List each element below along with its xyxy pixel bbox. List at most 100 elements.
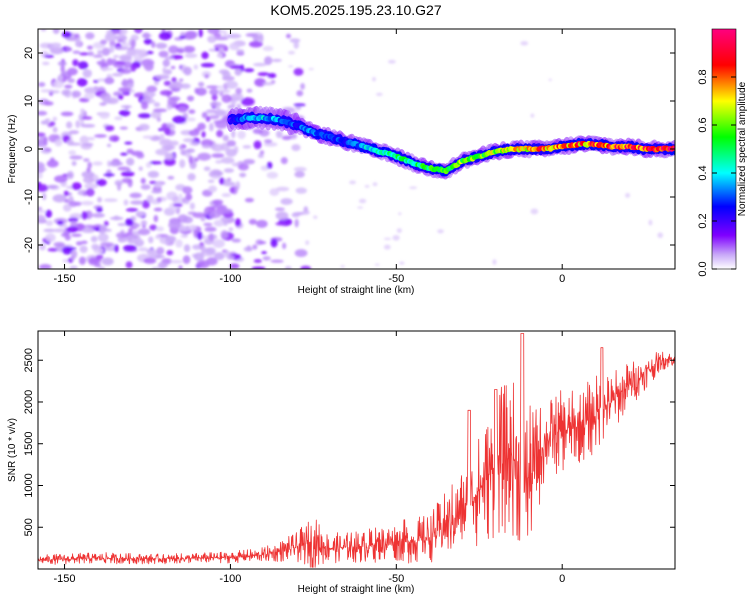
noise-blob: [128, 227, 133, 234]
noise-blob: [119, 29, 128, 36]
noise-blob: [81, 211, 88, 220]
noise-blob: [50, 42, 62, 48]
snr-panel: -150 -100 -50 0 500 1000 1500 2000 2500 Height o…: [7, 330, 676, 595]
noise-blob: [78, 113, 86, 122]
noise-blob: [182, 138, 195, 143]
noise-blob: [119, 68, 132, 74]
noise-blob: [164, 152, 175, 161]
noise-blob: [114, 116, 123, 121]
noise-blob: [65, 47, 73, 52]
noise-blob: [185, 193, 193, 201]
noise-blob: [38, 214, 46, 224]
noise-blob: [119, 126, 128, 130]
noise-blob: [163, 80, 171, 86]
noise-blob: [213, 33, 222, 38]
y-tick-label: -20: [23, 237, 35, 253]
noise-blob: [261, 251, 267, 255]
noise-blob: [220, 230, 229, 240]
noise-blob: [151, 110, 162, 119]
noise-blob: [107, 160, 112, 168]
noise-blob: [46, 184, 58, 189]
noise-blob: [114, 244, 119, 253]
noise-blob: [198, 29, 203, 38]
noise-blob: [182, 216, 194, 224]
noise-blob: [97, 196, 102, 203]
noise-blob: [90, 235, 98, 243]
noise-blob: [192, 244, 202, 250]
noise-blob: [76, 78, 88, 87]
noise-blob: [211, 143, 224, 152]
noise-blob: [167, 175, 175, 180]
noise-blob: [64, 84, 73, 89]
noise-blob: [156, 246, 165, 255]
noise-blob: [111, 58, 117, 66]
x-tick-label: -150: [54, 273, 76, 285]
noise-blob: [100, 39, 107, 45]
noise-blob: [271, 58, 282, 62]
y-tick-label: -10: [23, 189, 35, 205]
noise-blob: [308, 68, 314, 71]
noise-blob: [227, 104, 236, 109]
noise-blob: [179, 78, 184, 82]
noise-blob: [275, 130, 283, 139]
noise-blob: [151, 41, 156, 49]
noise-blob: [81, 116, 93, 120]
noise-blob: [124, 105, 130, 111]
noise-blob: [142, 32, 151, 39]
noise-blob: [154, 235, 162, 240]
noise-blob: [213, 204, 225, 209]
noise-blob: [125, 218, 134, 226]
noise-blob: [209, 88, 219, 96]
noise-blob: [124, 141, 133, 145]
noise-blob: [207, 29, 220, 35]
noise-blob: [45, 233, 56, 243]
noise-blob: [38, 167, 47, 172]
noise-blob: [178, 226, 191, 232]
snr-y-label: SNR (10 * v/v): [7, 418, 18, 482]
noise-blob: [74, 201, 82, 207]
noise-blob: [143, 64, 154, 69]
noise-blob: [87, 161, 93, 169]
noise-blob: [66, 226, 79, 233]
noise-blob: [294, 249, 308, 258]
noise-blob: [61, 89, 70, 96]
noise-blob: [267, 72, 277, 79]
noise-blob: [83, 92, 95, 100]
noise-blob: [238, 163, 249, 171]
noise-blob: [293, 67, 304, 76]
x-tick-label: -50: [388, 573, 404, 585]
noise-blob: [130, 39, 136, 49]
noise-blob: [100, 67, 114, 71]
noise-blob: [248, 218, 257, 225]
noise-blob: [125, 261, 133, 269]
noise-blob: [143, 257, 157, 264]
noise-blob: [85, 188, 95, 197]
noise-blob: [95, 178, 107, 187]
noise-blob: [39, 243, 46, 251]
noise-blob: [38, 184, 49, 192]
noise-blob: [223, 220, 228, 226]
colorbar-tick-label: 0.4: [697, 165, 709, 180]
noise-blob: [133, 223, 141, 228]
y-tick-label: 1500: [23, 431, 35, 455]
noise-blob: [53, 241, 65, 247]
noise-blob: [162, 67, 167, 75]
noise-blob: [183, 45, 196, 53]
noise-blob: [222, 134, 229, 142]
noise-blob: [52, 29, 60, 35]
noise-blob: [166, 250, 174, 256]
noise-blob: [52, 228, 66, 233]
noise-blob: [201, 145, 212, 149]
noise-blob: [203, 208, 209, 215]
noise-blob: [44, 148, 52, 152]
noise-blob: [243, 158, 255, 165]
noise-blob: [219, 177, 225, 185]
noise-blob: [349, 180, 356, 185]
noise-blob: [120, 152, 128, 156]
noise-blob: [175, 239, 183, 248]
noise-blob: [145, 50, 154, 55]
noise-blob: [224, 80, 239, 89]
noise-blob: [294, 171, 305, 178]
noise-blob: [103, 220, 109, 227]
